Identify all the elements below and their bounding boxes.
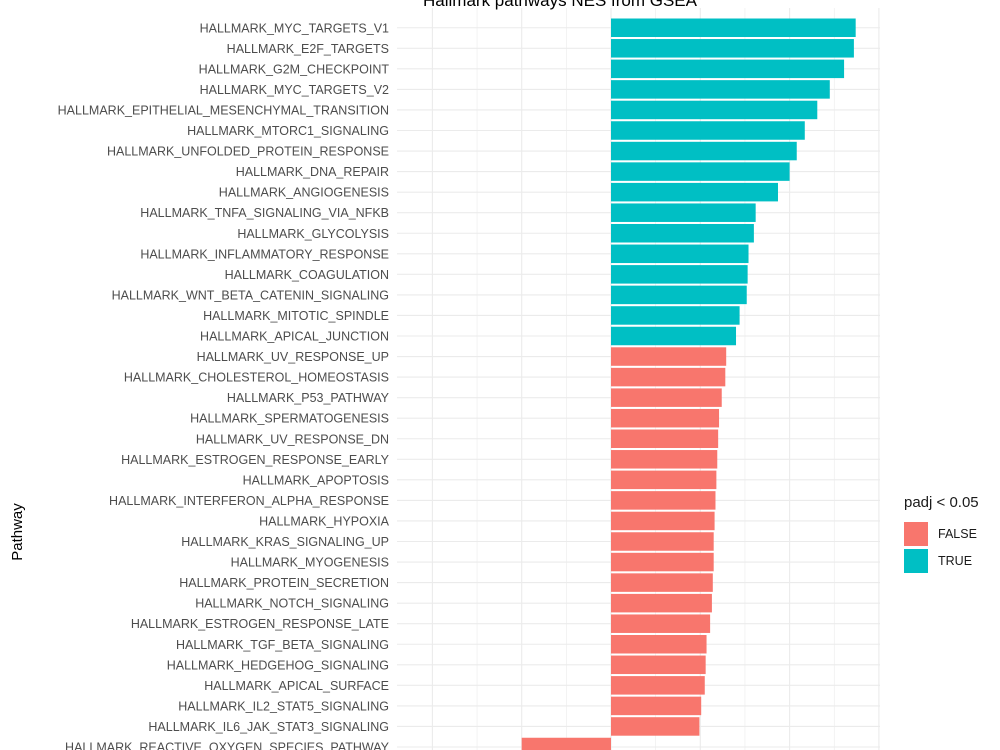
bar: [611, 450, 718, 469]
pathway-tick-label: HALLMARK_P53_PATHWAY: [227, 391, 390, 405]
pathway-tick-label: HALLMARK_MTORC1_SIGNALING: [187, 124, 389, 138]
legend: padj < 0.05 FALSE TRUE: [904, 494, 979, 574]
pathway-tick-label: HALLMARK_MYC_TARGETS_V1: [200, 21, 389, 35]
bar: [611, 39, 854, 58]
y-axis-label: Pathway: [9, 503, 26, 561]
pathway-tick-label: HALLMARK_INTERFERON_ALPHA_RESPONSE: [109, 494, 389, 508]
legend-swatch-false: [904, 521, 928, 546]
pathway-tick-label: HALLMARK_HYPOXIA: [259, 514, 390, 528]
pathway-tick-label: HALLMARK_GLYCOLYSIS: [237, 227, 389, 241]
pathway-tick-label: HALLMARK_APICAL_SURFACE: [204, 679, 389, 693]
pathway-tick-label: HALLMARK_E2F_TARGETS: [227, 42, 389, 56]
pathway-tick-label: HALLMARK_INFLAMMATORY_RESPONSE: [140, 247, 389, 261]
legend-label-true: TRUE: [938, 553, 973, 568]
bar: [611, 635, 707, 654]
bar: [611, 408, 720, 428]
bar: [611, 182, 778, 202]
bar: [611, 491, 716, 510]
pathway-tick-label: HALLMARK_IL2_STAT5_SIGNALING: [178, 699, 389, 713]
pathway-tick-label: HALLMARK_NOTCH_SIGNALING: [195, 597, 389, 611]
legend-label-false: FALSE: [938, 526, 977, 541]
bar: [611, 100, 818, 120]
pathway-tick-label: HALLMARK_MYC_TARGETS_V2: [200, 83, 389, 97]
bar: [611, 326, 737, 346]
bar: [611, 59, 845, 79]
bar: [611, 696, 702, 716]
bar: [611, 388, 722, 407]
pathway-tick-label: HALLMARK_EPITHELIAL_MESENCHYMAL_TRANSITI…: [58, 103, 389, 117]
bar: [611, 367, 726, 387]
bar: [611, 141, 797, 161]
bar: [611, 80, 830, 99]
pathway-tick-label: HALLMARK_UNFOLDED_PROTEIN_RESPONSE: [107, 145, 389, 159]
legend-item-true: TRUE: [904, 547, 979, 574]
pathway-tick-label: HALLMARK_CHOLESTEROL_HOMEOSTASIS: [124, 371, 389, 385]
bar: [611, 511, 715, 531]
pathway-tick-label: HALLMARK_TNFA_SIGNALING_VIA_NFKB: [140, 206, 389, 220]
pathway-tick-label: HALLMARK_IL6_JAK_STAT3_SIGNALING: [148, 720, 389, 734]
bar: [611, 224, 754, 243]
pathway-tick-label: HALLMARK_HEDGEHOG_SIGNALING: [167, 658, 389, 672]
legend-swatch-true: [904, 548, 928, 573]
pathway-tick-label: HALLMARK_APOPTOSIS: [243, 473, 389, 487]
bar: [611, 573, 713, 592]
legend-title: padj < 0.05: [904, 494, 979, 511]
pathway-tick-label: HALLMARK_MITOTIC_SPINDLE: [203, 309, 389, 323]
bar: [611, 552, 714, 572]
pathway-tick-label: HALLMARK_APICAL_JUNCTION: [200, 330, 389, 344]
pathway-tick-label: HALLMARK_ESTROGEN_RESPONSE_EARLY: [121, 453, 390, 467]
pathway-tick-label: HALLMARK_KRAS_SIGNALING_UP: [181, 535, 389, 549]
pathway-tick-label: HALLMARK_TGF_BETA_SIGNALING: [176, 638, 389, 652]
pathway-tick-label: HALLMARK_COAGULATION: [225, 268, 389, 282]
bar: [611, 655, 706, 675]
bar: [611, 162, 790, 181]
bar: [611, 429, 719, 448]
pathway-tick-label: HALLMARK_ANGIOGENESIS: [219, 186, 389, 200]
bar: [611, 265, 748, 284]
pathway-tick-label: HALLMARK_DNA_REPAIR: [236, 165, 389, 179]
bar: [611, 285, 747, 305]
bar: [611, 717, 700, 736]
bar: [611, 121, 805, 140]
bar: [611, 532, 714, 551]
bar: [611, 614, 711, 633]
legend-item-false: FALSE: [904, 520, 979, 547]
bars: [521, 18, 856, 750]
pathway-tick-label: HALLMARK_SPERMATOGENESIS: [190, 412, 389, 426]
pathway-tick-label: HALLMARK_UV_RESPONSE_DN: [196, 432, 389, 446]
pathway-tick-label: HALLMARK_ESTROGEN_RESPONSE_LATE: [131, 617, 389, 631]
pathway-labels: HALLMARK_MYC_TARGETS_V1 HALLMARK_E2F_TARG…: [58, 21, 390, 750]
bar: [611, 470, 717, 490]
bar: [611, 306, 740, 325]
bar: [611, 244, 749, 264]
bar: [521, 737, 611, 750]
bar: [611, 347, 727, 366]
pathway-tick-label: HALLMARK_G2M_CHECKPOINT: [199, 62, 390, 76]
pathway-tick-label: HALLMARK_WNT_BETA_CATENIN_SIGNALING: [112, 288, 389, 302]
pathway-tick-label: HALLMARK_PROTEIN_SECRETION: [179, 576, 389, 590]
bar: [611, 676, 705, 695]
chart-title: Hallmark pathways NES from GSEA: [423, 0, 698, 10]
bar: [611, 593, 712, 613]
pathway-tick-label: HALLMARK_UV_RESPONSE_UP: [197, 350, 389, 364]
bar: [611, 18, 856, 37]
pathway-tick-label: HALLMARK_MYOGENESIS: [231, 556, 389, 570]
bar: [611, 203, 756, 222]
pathway-tick-label: HALLMARK_REACTIVE_OXYGEN_SPECIES_PATHWAY: [65, 741, 390, 750]
